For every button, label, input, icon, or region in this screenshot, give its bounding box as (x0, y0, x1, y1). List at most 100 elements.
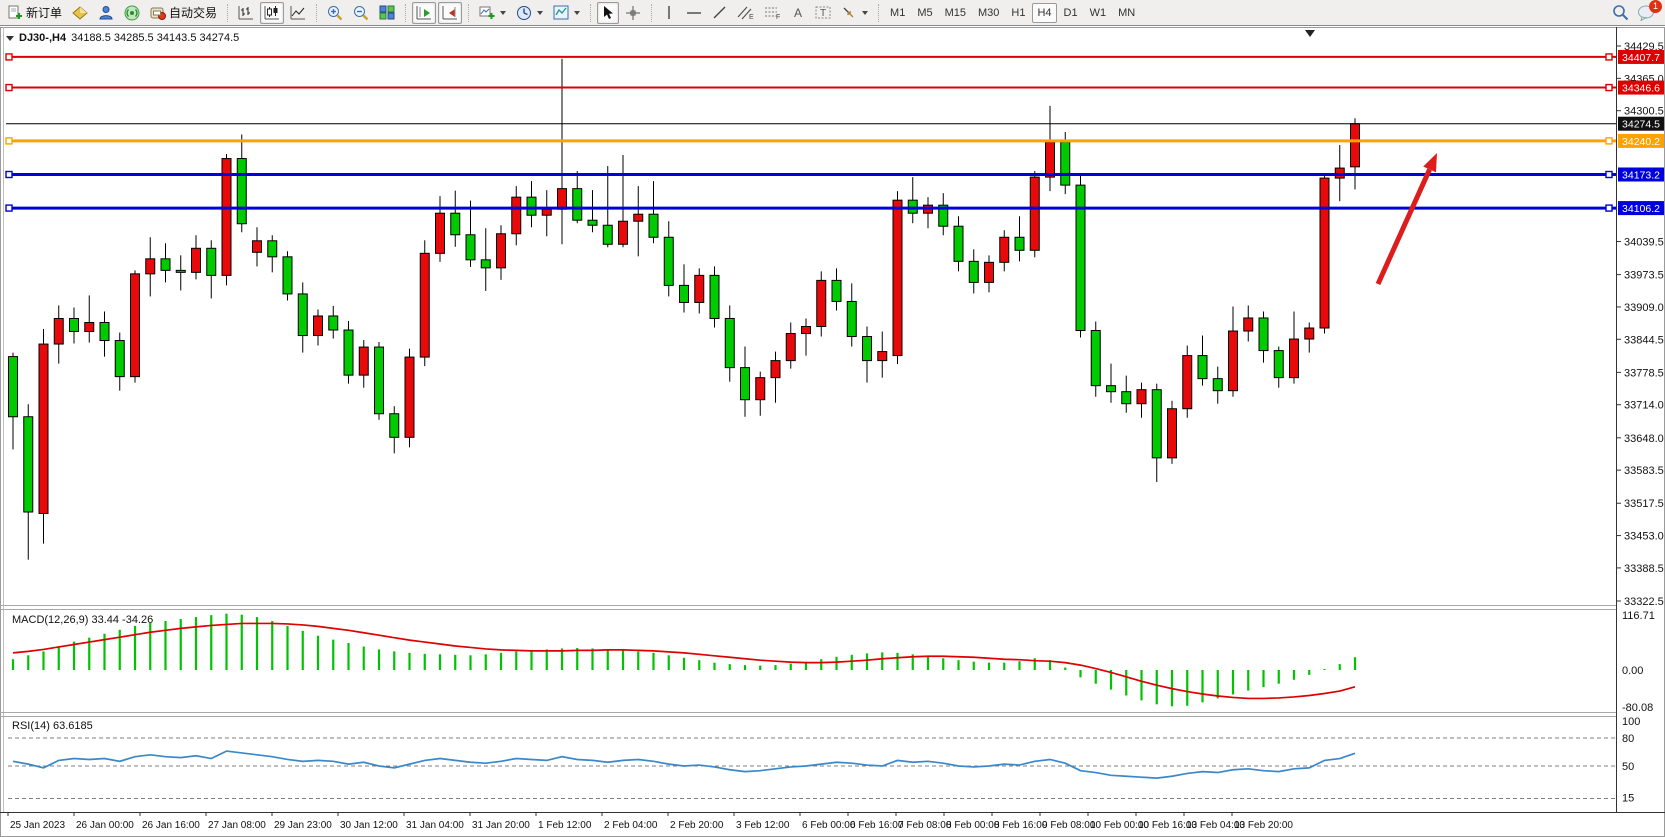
line-handle[interactable] (1605, 83, 1613, 92)
new-chart-button[interactable] (475, 2, 510, 24)
toolbar-separator (878, 3, 880, 22)
arrows-tool-button[interactable] (837, 2, 872, 24)
line-handle[interactable] (1605, 204, 1613, 212)
timeframe-button-h1[interactable]: H1 (1011, 6, 1026, 19)
line-handle[interactable] (5, 137, 13, 145)
tile-windows-button[interactable] (375, 2, 399, 24)
trendline-tool-button[interactable] (708, 2, 731, 24)
bull-candle (191, 247, 201, 273)
timeframe-button-h4[interactable]: H4 (1032, 2, 1057, 23)
svg-text:34173.2: 34173.2 (1622, 169, 1660, 181)
auto-trading-label: 自动交易 (169, 6, 218, 20)
new-order-button[interactable]: 新订单 (4, 2, 66, 24)
channel-tool-button[interactable]: E (733, 2, 758, 24)
candlestick-series (8, 58, 1360, 560)
search-icon[interactable] (1612, 4, 1629, 21)
zoom-out-icon (354, 5, 369, 20)
line-handle[interactable] (1605, 53, 1613, 61)
chart-shift-marker[interactable] (1305, 30, 1315, 37)
horizontal-line-tool-button[interactable] (682, 2, 706, 24)
vertical-line-tool-button[interactable] (658, 2, 680, 24)
auto-scroll-icon (416, 6, 432, 20)
bar-chart-mode-button[interactable] (234, 2, 258, 24)
timeframe-button-m15[interactable]: M15 (944, 6, 966, 19)
bull-candle (801, 326, 811, 335)
horizontal-line-objects[interactable]: 34407.7 34346.6 34274.5 34240.2 34173.2 34106… (5, 49, 1664, 216)
market-watch-button[interactable] (68, 2, 92, 24)
bear-candle (648, 213, 659, 238)
bear-candle (236, 158, 247, 225)
line-handle[interactable] (1605, 170, 1613, 179)
notifications-button[interactable]: 1 (1637, 0, 1662, 21)
timeframe-button-m1[interactable]: M1 (890, 6, 906, 19)
svg-text:27 Jan 08:00: 27 Jan 08:00 (208, 820, 266, 831)
crosshair-tool-button[interactable] (621, 2, 645, 24)
svg-text:3 Feb 12:00: 3 Feb 12:00 (736, 820, 790, 831)
community-button[interactable] (94, 2, 118, 24)
bull-candle (38, 343, 49, 515)
bear-candle (602, 224, 613, 245)
toolbar: 新订单 自动交易 (0, 0, 1665, 26)
equidistant-channel-icon: E (737, 6, 754, 20)
periods-button[interactable] (512, 2, 547, 24)
bull-candle (145, 258, 156, 275)
svg-text:33778.5: 33778.5 (1624, 367, 1664, 379)
signals-button[interactable] (120, 2, 144, 24)
bull-candle (511, 196, 522, 235)
price-chart-canvas[interactable]: 34429.534365.034300.534039.533973.533909… (0, 27, 1665, 837)
timeframe-button-m5[interactable]: M5 (917, 6, 933, 19)
line-chart-mode-button[interactable] (286, 2, 310, 24)
bear-candle (831, 279, 842, 302)
line-handle[interactable] (5, 204, 13, 212)
chart-frame (0, 27, 1665, 837)
bull-candle (221, 158, 232, 276)
tile-windows-icon (379, 5, 395, 20)
zoom-in-button[interactable] (323, 2, 347, 24)
toolbar-separator (405, 3, 407, 22)
cursor-tool-button[interactable] (597, 1, 620, 24)
bull-candle (358, 346, 369, 376)
dropdown-caret-icon (500, 10, 507, 15)
toolbar-separator (316, 3, 318, 22)
line-handle[interactable] (1605, 137, 1613, 145)
line-handle[interactable] (5, 170, 13, 179)
text-tool-button[interactable]: A (787, 2, 809, 24)
zoom-out-button[interactable] (349, 2, 373, 24)
timeframe-button-w1[interactable]: W1 (1089, 6, 1107, 19)
bear-candle (968, 260, 979, 283)
templates-button[interactable] (549, 2, 584, 24)
bull-candle (1304, 327, 1315, 340)
auto-trading-button[interactable]: 自动交易 (146, 2, 221, 24)
line-handle[interactable] (5, 53, 13, 61)
price-tag (1618, 167, 1664, 182)
svg-text:T: T (820, 8, 826, 19)
bear-candle (114, 340, 125, 378)
svg-text:33714.0: 33714.0 (1624, 400, 1664, 412)
chart-dropdown-icon[interactable] (6, 35, 14, 41)
svg-text:1 Feb 12:00: 1 Feb 12:00 (538, 820, 592, 831)
trend-arrow-annotation[interactable] (1375, 153, 1437, 286)
timeframe-button-m30[interactable]: M30 (978, 6, 1000, 19)
svg-text:15: 15 (1622, 793, 1634, 805)
time-axis[interactable]: 25 Jan 2023 26 Jan 00:00 26 Jan 16:00 27 Ja… (7, 812, 1293, 831)
bear-candle (1197, 355, 1208, 380)
macd-pane: MACD(12,26,9) 33.44 -34.26 116.71 0.00 -80.… (11, 610, 1655, 714)
bear-candle (740, 367, 750, 401)
candlestick-mode-button[interactable] (260, 1, 285, 24)
line-handle[interactable] (5, 83, 13, 92)
bull-candle (770, 360, 781, 379)
bear-candle (206, 247, 217, 276)
bear-candle (374, 346, 384, 415)
chart-shift-button[interactable] (438, 1, 463, 24)
dropdown-caret-icon (574, 10, 581, 15)
text-label-tool-button[interactable]: T (811, 2, 835, 24)
timeframe-button-d1[interactable]: D1 (1063, 6, 1078, 19)
bear-candle (69, 317, 79, 333)
timeframe-button-mn[interactable]: MN (1118, 6, 1136, 19)
price-tag (1618, 116, 1664, 131)
signal-broadcast-icon (124, 5, 140, 20)
horizontal-line-icon (687, 11, 702, 14)
svg-text:33388.5: 33388.5 (1624, 563, 1664, 575)
fibonacci-tool-button[interactable]: F (760, 2, 785, 24)
auto-scroll-button[interactable] (412, 1, 437, 24)
